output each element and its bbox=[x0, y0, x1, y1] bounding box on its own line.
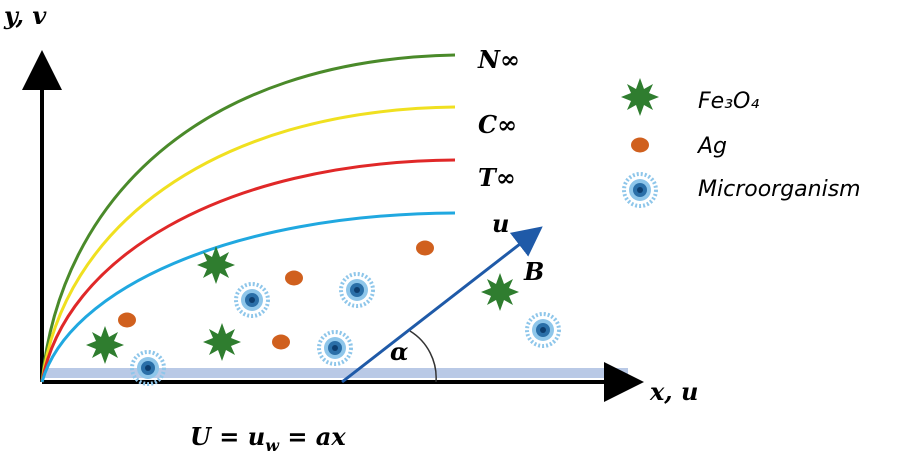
angle-label: α bbox=[390, 337, 408, 366]
equation-rhs: = ax bbox=[279, 422, 346, 451]
fe3o4-particle bbox=[86, 326, 124, 364]
x-axis-label: x, u bbox=[649, 377, 698, 406]
microorganism bbox=[525, 312, 561, 348]
ag-particle bbox=[285, 270, 303, 286]
curve-label: u bbox=[492, 209, 509, 238]
ag-particle bbox=[118, 312, 136, 328]
angle-arc bbox=[409, 330, 437, 383]
field-arrow bbox=[341, 226, 543, 384]
legend-microorganism-icon bbox=[622, 172, 658, 208]
legend-ag-icon bbox=[631, 137, 649, 153]
microorganism bbox=[234, 282, 270, 318]
curve-label: C∞ bbox=[478, 110, 517, 139]
ag-particle bbox=[272, 334, 290, 350]
legend-fe3o4-icon bbox=[621, 78, 659, 116]
equation: U = uw = ax bbox=[190, 422, 346, 455]
fe3o4-particle bbox=[481, 273, 519, 311]
curve-label: T∞ bbox=[478, 163, 516, 192]
curve-t bbox=[40, 158, 456, 383]
curve-label: N∞ bbox=[477, 45, 520, 74]
curve-n bbox=[40, 53, 456, 383]
microorganism bbox=[339, 272, 375, 308]
legend-label: Microorganism bbox=[698, 177, 861, 202]
legend-label: Ag bbox=[696, 134, 727, 159]
particles bbox=[86, 240, 561, 386]
fe3o4-particle bbox=[203, 323, 241, 361]
y-axis-label: y, v bbox=[3, 1, 47, 30]
equation-lhs: U = u bbox=[190, 422, 265, 451]
curve-c bbox=[40, 105, 456, 383]
equation-sub: w bbox=[265, 436, 280, 455]
field-label: B bbox=[523, 257, 544, 286]
microorganism bbox=[317, 330, 353, 366]
curve-u bbox=[40, 211, 456, 383]
legend-label: Fe₃O₄ bbox=[698, 89, 759, 114]
ag-particle bbox=[416, 240, 434, 256]
plate bbox=[42, 368, 628, 378]
